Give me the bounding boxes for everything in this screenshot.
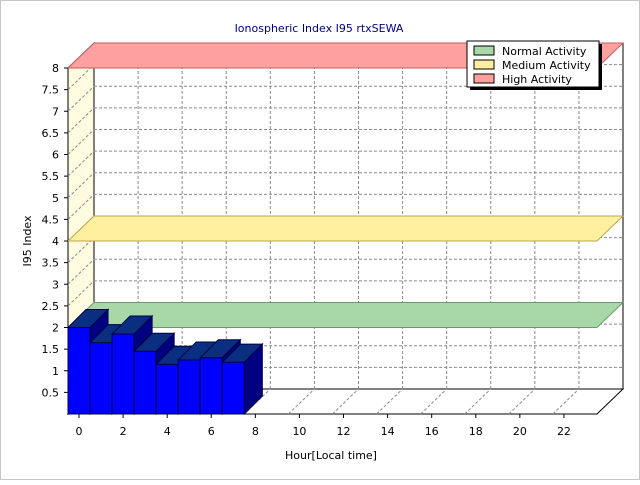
- grid-line-floor: [420, 388, 448, 415]
- x-tick-label: 8: [252, 425, 259, 438]
- grid-line-side: [67, 64, 95, 90]
- x-tick-label: 18: [469, 425, 483, 438]
- y-tick-label: 0.5: [42, 386, 60, 399]
- legend-label: Normal Activity: [502, 45, 587, 58]
- y-axis-ticks: 0.5 1 1.5 2 2.5 3 3.5 4 4.5 5 5.5 6 6.5 7 7.5 8: [42, 62, 68, 399]
- legend-label: Medium Activity: [502, 59, 591, 72]
- bar-front: [89, 342, 113, 415]
- grid-line-floor: [288, 388, 315, 415]
- x-tick-label: 0: [76, 425, 83, 438]
- x-axis-ticks: 0 2 4 6 8 10 12 14 16 18 20 22: [76, 414, 571, 438]
- grid-line-side: [67, 258, 95, 285]
- y-tick-label: 7: [52, 105, 59, 118]
- y-tick-label: 5.5: [42, 170, 60, 183]
- grid-line-side: [67, 107, 95, 134]
- y-tick-label: 3.5: [42, 257, 60, 270]
- bar-front: [67, 327, 91, 415]
- grid-line-floor: [376, 388, 403, 415]
- grid-line-floor: [464, 388, 492, 415]
- x-tick-label: 14: [381, 425, 395, 438]
- y-tick-label: 6.5: [42, 127, 60, 140]
- grid-line-floor: [332, 388, 359, 415]
- x-tick-label: 2: [120, 425, 127, 438]
- y-tick-label: 1.5: [42, 343, 60, 356]
- y-tick-label: 2.5: [42, 300, 60, 313]
- bars: [66, 308, 264, 416]
- x-tick-label: 12: [337, 425, 351, 438]
- x-axis-label: Hour[Local time]: [285, 449, 377, 462]
- grid-line-floor: [508, 388, 536, 415]
- y-tick-label: 6: [52, 149, 59, 162]
- bar-top: [199, 339, 242, 359]
- bar-top: [66, 309, 110, 328]
- x-tick-label: 10: [292, 425, 306, 438]
- x-tick-label: 20: [513, 425, 527, 438]
- x-tick-label: 16: [425, 425, 439, 438]
- bar-front: [199, 357, 223, 415]
- y-axis-label: I95 Index: [21, 215, 34, 267]
- grid-line-side: [67, 194, 95, 220]
- bar-top: [221, 343, 264, 363]
- legend-swatch: [473, 59, 495, 70]
- band-medium-activity: [66, 215, 625, 242]
- grid-line-side: [67, 150, 95, 177]
- grid-line-side: [67, 280, 95, 307]
- grid-line-side: [67, 172, 95, 199]
- y-tick-label: 7.5: [42, 84, 60, 97]
- bar-hour-7: [221, 342, 264, 416]
- y-tick-label: 4: [52, 235, 59, 248]
- y-tick-label: 3: [52, 278, 59, 291]
- bar-top: [132, 332, 176, 352]
- y-tick-label: 4.5: [42, 213, 60, 226]
- grid-line-side: [67, 85, 95, 112]
- grid-line-side: [67, 237, 95, 263]
- y-tick-label: 5: [52, 192, 59, 205]
- grid-line-floor: [552, 388, 580, 415]
- x-tick-label: 4: [164, 425, 171, 438]
- y-tick-label: 2: [52, 322, 59, 335]
- bar-front: [221, 361, 245, 415]
- legend-swatch: [473, 73, 495, 84]
- legend-label: High Activity: [502, 73, 572, 86]
- bar-front: [133, 350, 157, 415]
- bar-top: [110, 315, 154, 335]
- x-tick-label: 22: [557, 425, 571, 438]
- x-tick-label: 6: [208, 425, 215, 438]
- grid-line-side: [67, 129, 95, 155]
- legend-swatch: [473, 45, 495, 56]
- bar-front: [177, 359, 201, 415]
- y-tick-label: 1: [52, 365, 59, 378]
- y-tick-label: 8: [52, 62, 59, 75]
- bar-front: [155, 363, 179, 415]
- bar-front: [111, 333, 135, 415]
- chart-title: Ionospheric Index I95 rtxSEWA: [235, 22, 404, 35]
